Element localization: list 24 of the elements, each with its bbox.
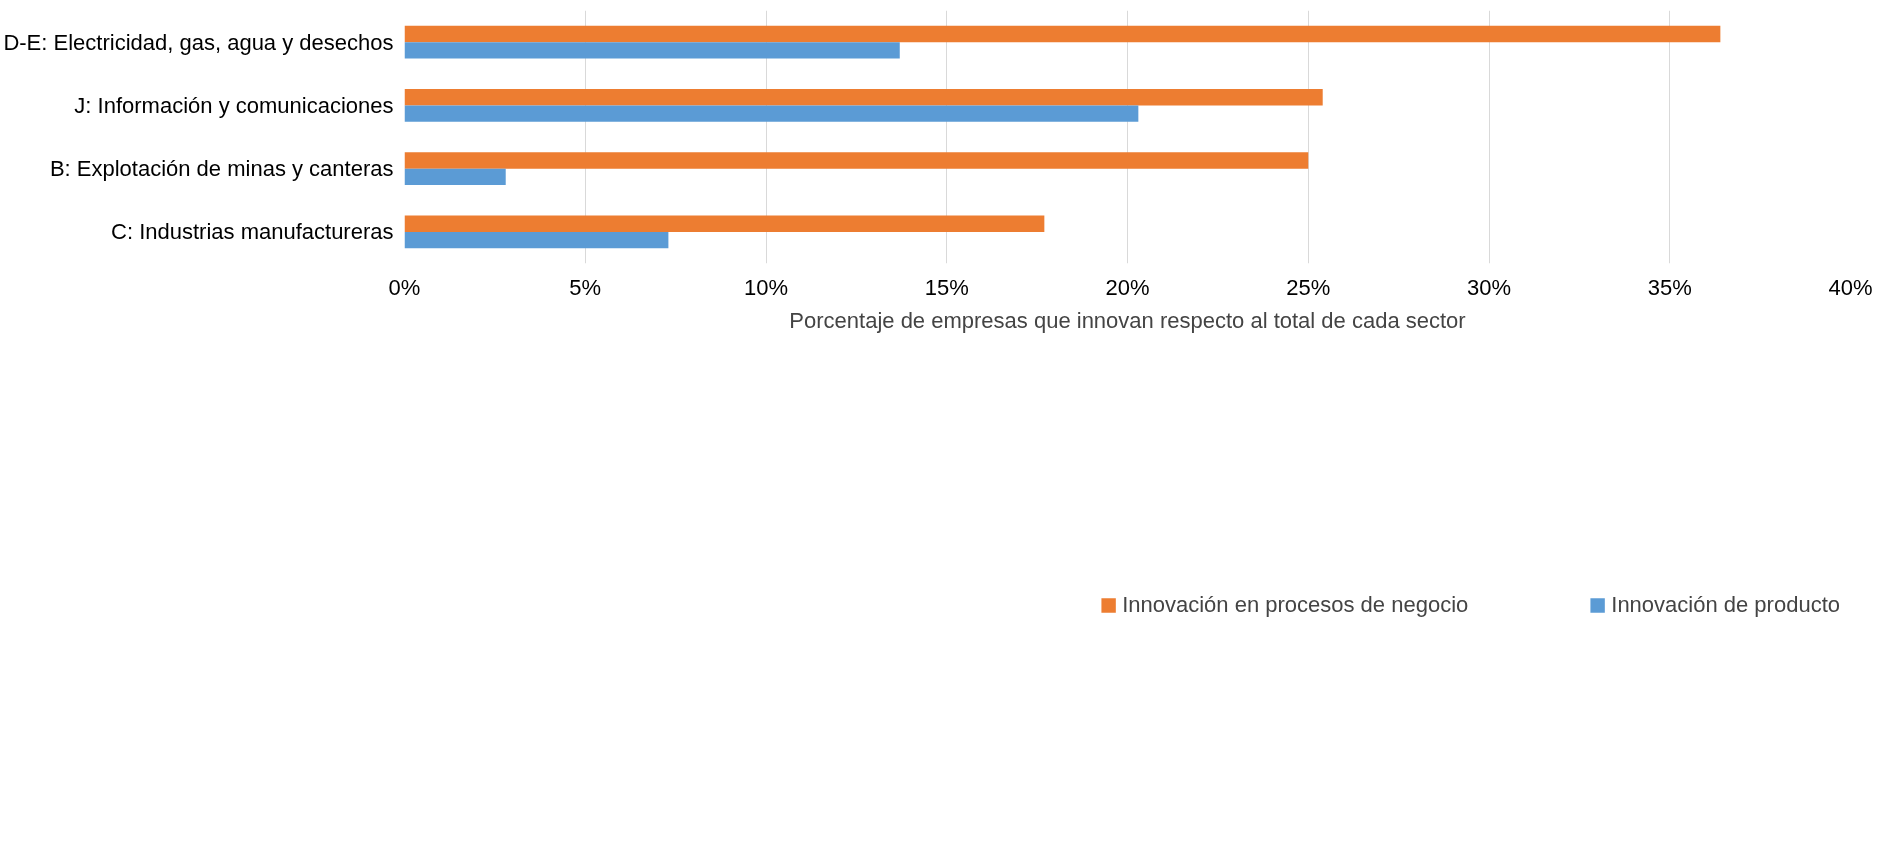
bar: [404, 231, 669, 249]
bar: [404, 25, 1721, 43]
x-tick-label: 40%: [1828, 274, 1873, 300]
x-tick-label: 15%: [924, 274, 969, 300]
x-tick-label: 10%: [743, 274, 789, 300]
y-tick-label: J: Información y comunicaciones: [74, 92, 394, 118]
y-tick-label: C: Industrias manufactureras: [111, 219, 394, 245]
bar: [404, 42, 900, 59]
bar: [404, 105, 1139, 122]
legend-label: Innovación en procesos de negocio: [1122, 592, 1469, 618]
y-tick-label: D-E: Electricidad, gas, agua y desechos: [3, 29, 394, 55]
legend-label: Innovación de producto: [1611, 592, 1840, 618]
x-axis-title: Porcentaje de empresas que innovan respecto al total de cada sector: [789, 307, 1466, 333]
bar: [404, 168, 506, 186]
x-tick-label: 5%: [569, 274, 602, 300]
x-tick-label: 0%: [388, 274, 421, 300]
x-tick-label: 35%: [1647, 274, 1692, 300]
x-tick-label: 20%: [1105, 274, 1150, 300]
bar: [404, 88, 1323, 106]
x-tick-label: 30%: [1466, 274, 1512, 300]
x-tick-label: 25%: [1286, 274, 1331, 300]
bar: [404, 152, 1309, 169]
bar: [404, 215, 1045, 232]
y-tick-label: B: Explotación de minas y canteras: [49, 156, 394, 182]
